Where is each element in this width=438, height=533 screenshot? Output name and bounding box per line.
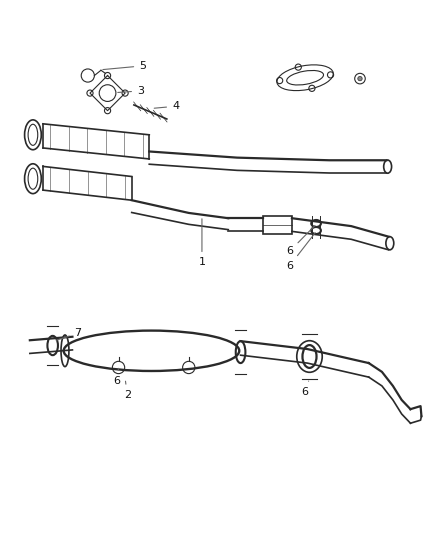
Text: 7: 7 <box>56 328 81 340</box>
Text: 6: 6 <box>113 368 120 386</box>
Text: 2: 2 <box>124 381 131 400</box>
Text: 1: 1 <box>198 219 205 267</box>
Text: 6: 6 <box>286 233 314 271</box>
Text: 6: 6 <box>286 225 314 256</box>
Text: 5: 5 <box>102 61 146 71</box>
Bar <box>263 215 291 234</box>
Text: 6: 6 <box>301 381 308 397</box>
Text: 3: 3 <box>117 86 144 96</box>
Circle shape <box>357 76 361 81</box>
Text: 4: 4 <box>154 101 179 111</box>
